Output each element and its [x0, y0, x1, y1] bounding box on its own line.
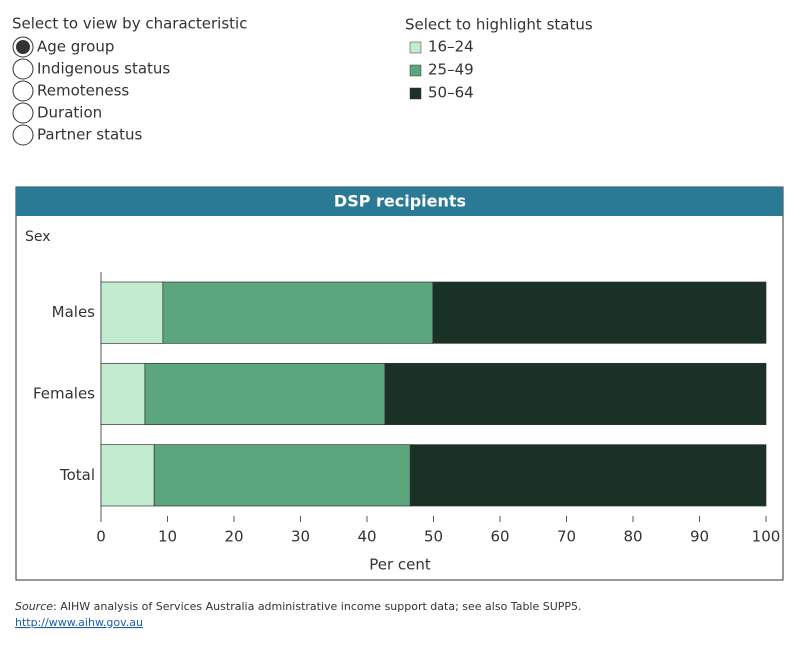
bar-segment[interactable] [162, 281, 434, 344]
source-text: : AIHW analysis of Services Australia ad… [53, 600, 582, 613]
legend-label[interactable]: 25–49 [428, 61, 474, 79]
bar-segment[interactable] [144, 362, 386, 426]
x-tick-label: 0 [96, 528, 106, 546]
x-tick-label: 10 [158, 528, 177, 546]
bar-segment[interactable] [100, 444, 155, 507]
radio-button[interactable] [12, 58, 34, 80]
source-label: Source [15, 600, 53, 613]
x-tick-label: 30 [291, 528, 310, 546]
radio-label[interactable]: Partner status [37, 126, 143, 144]
radio-dot [16, 40, 30, 54]
x-axis-title: Per cent [369, 556, 431, 574]
bar-segment[interactable] [432, 281, 767, 344]
legend-swatch[interactable] [409, 87, 422, 100]
legend-label[interactable]: 50–64 [428, 84, 474, 102]
bar-segment[interactable] [409, 444, 767, 507]
x-tick-label: 40 [357, 528, 376, 546]
legend-title: Select to highlight status [405, 16, 593, 34]
radio-label[interactable]: Duration [37, 104, 102, 122]
y-tick-label: Males [52, 303, 96, 321]
legend-label[interactable]: 16–24 [428, 38, 474, 56]
legend-swatch[interactable] [409, 41, 422, 54]
source-link[interactable]: http://www.aihw.gov.au [15, 616, 143, 629]
radio-button[interactable] [12, 80, 34, 102]
x-tick-label: 90 [690, 528, 709, 546]
y-tick-label: Females [33, 385, 95, 403]
chart-title: DSP recipients [334, 192, 466, 211]
radio-label[interactable]: Age group [37, 38, 114, 56]
y-tick-label: Total [59, 466, 95, 484]
radio-button[interactable] [12, 124, 34, 146]
x-tick-label: 80 [623, 528, 642, 546]
chart-header [16, 187, 783, 216]
x-tick-label: 70 [557, 528, 576, 546]
x-tick-label: 60 [490, 528, 509, 546]
bar-segment[interactable] [153, 444, 411, 507]
x-tick-label: 20 [224, 528, 243, 546]
bar-segment[interactable] [384, 362, 767, 426]
y-axis-title: Sex [25, 229, 51, 245]
bar-segment[interactable] [100, 281, 164, 344]
control-title: Select to view by characteristic [12, 15, 247, 33]
radio-label[interactable]: Indigenous status [37, 60, 170, 78]
bar-segment[interactable] [100, 362, 146, 426]
x-tick-label: 100 [752, 528, 781, 546]
legend-swatch[interactable] [409, 64, 422, 77]
x-tick-label: 50 [424, 528, 443, 546]
source-note: Source: AIHW analysis of Services Austra… [15, 600, 582, 613]
radio-button[interactable] [12, 102, 34, 124]
radio-label[interactable]: Remoteness [37, 82, 129, 100]
